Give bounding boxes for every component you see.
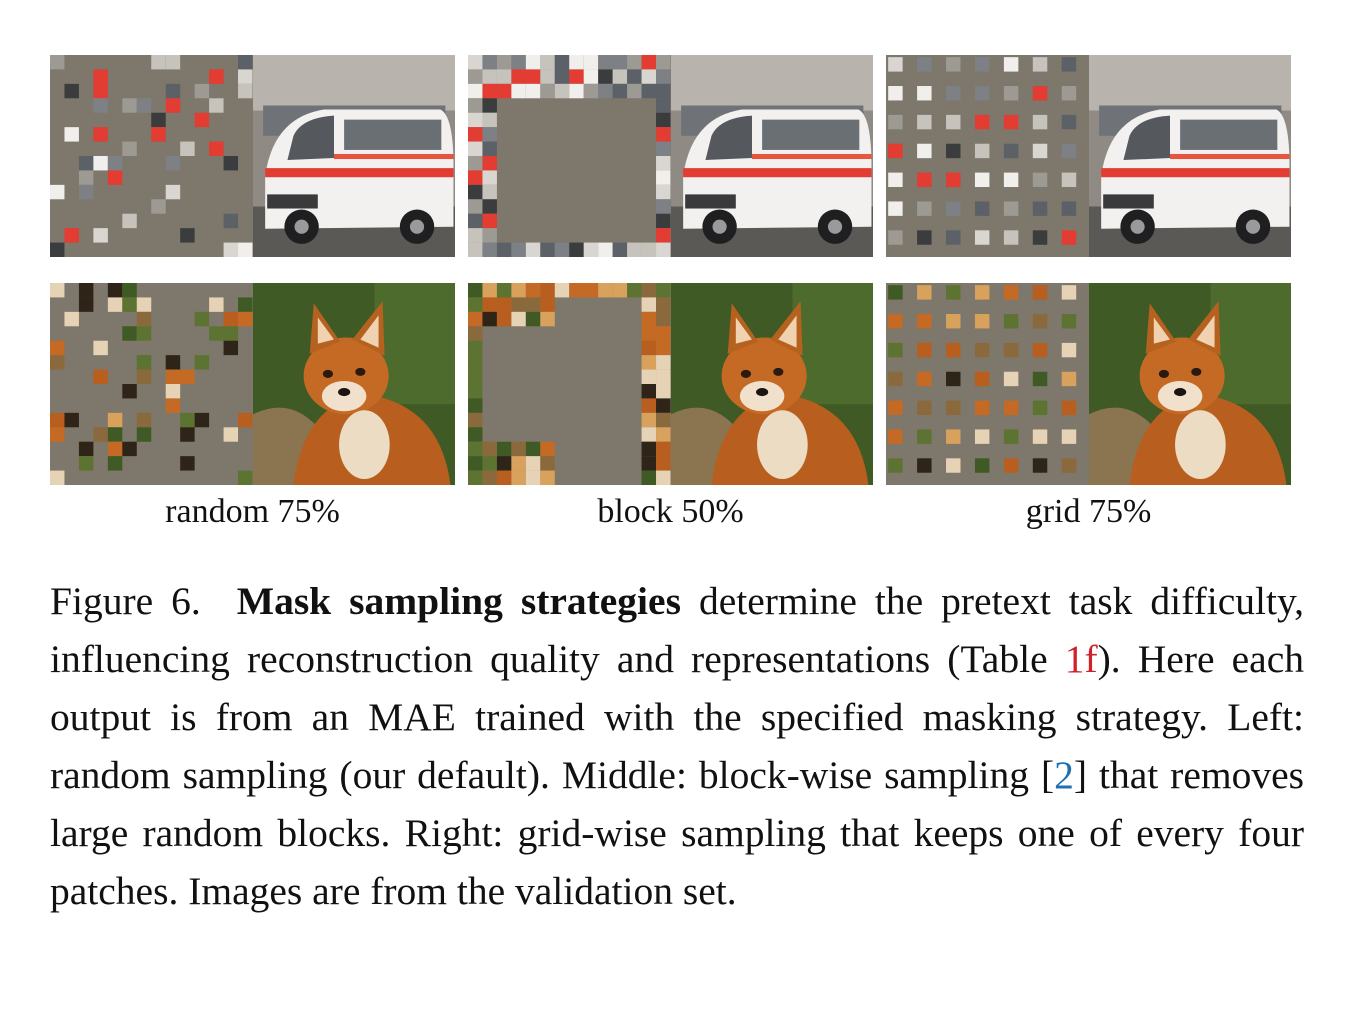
- reconstruction-image: [252, 283, 455, 485]
- ambulance-reconstruction: [252, 55, 455, 257]
- citation-link[interactable]: 2: [1054, 753, 1074, 797]
- reconstruction-image: [670, 283, 873, 485]
- panel-ambulance-block: [468, 55, 873, 257]
- masked-input-image: [886, 55, 1089, 257]
- masked-patches-random: [50, 283, 253, 485]
- masked-patches-random: [50, 55, 253, 257]
- masked-input-image: [886, 283, 1089, 485]
- reconstruction-image: [670, 55, 873, 257]
- masked-input-image: [50, 55, 253, 257]
- panel-fox-block: [468, 283, 873, 485]
- masked-input-image: [468, 283, 671, 485]
- masked-patches-grid: [888, 285, 1077, 473]
- figure-label: Figure 6.: [50, 579, 201, 623]
- table-reference-link[interactable]: 1f: [1064, 637, 1098, 681]
- masked-patches-block: [468, 283, 671, 485]
- panel-ambulance-random: [50, 55, 455, 257]
- caption-text: determine the pretext task difficulty, i…: [50, 579, 1305, 681]
- caption-text: ). Here each output is from an MAE train…: [50, 637, 1304, 797]
- masked-patches-grid: [888, 57, 1077, 245]
- column-label-random: random 75%: [165, 493, 340, 530]
- column-label-block: block 50%: [597, 493, 744, 530]
- panel-ambulance-grid: [886, 55, 1291, 257]
- fox-reconstruction: [252, 283, 455, 485]
- masked-patches-block: [468, 55, 671, 257]
- ambulance-reconstruction: [670, 55, 873, 257]
- reconstruction-image: [1088, 283, 1291, 485]
- masked-input-image: [50, 283, 253, 485]
- reconstruction-image: [1088, 55, 1291, 257]
- reconstruction-image: [252, 55, 455, 257]
- fox-reconstruction: [670, 283, 873, 485]
- figure-caption: Figure 6. Mask sampling strategies deter…: [50, 572, 1304, 920]
- ambulance-reconstruction: [1088, 55, 1291, 257]
- caption-text: ] that removes large random blocks. Righ…: [50, 753, 1304, 913]
- caption-title: Mask sampling strategies: [236, 579, 681, 623]
- column-label-grid: grid 75%: [1025, 493, 1152, 530]
- masked-input-image: [468, 55, 671, 257]
- panel-fox-random: [50, 283, 455, 485]
- fox-reconstruction: [1088, 283, 1291, 485]
- panel-fox-grid: [886, 283, 1291, 485]
